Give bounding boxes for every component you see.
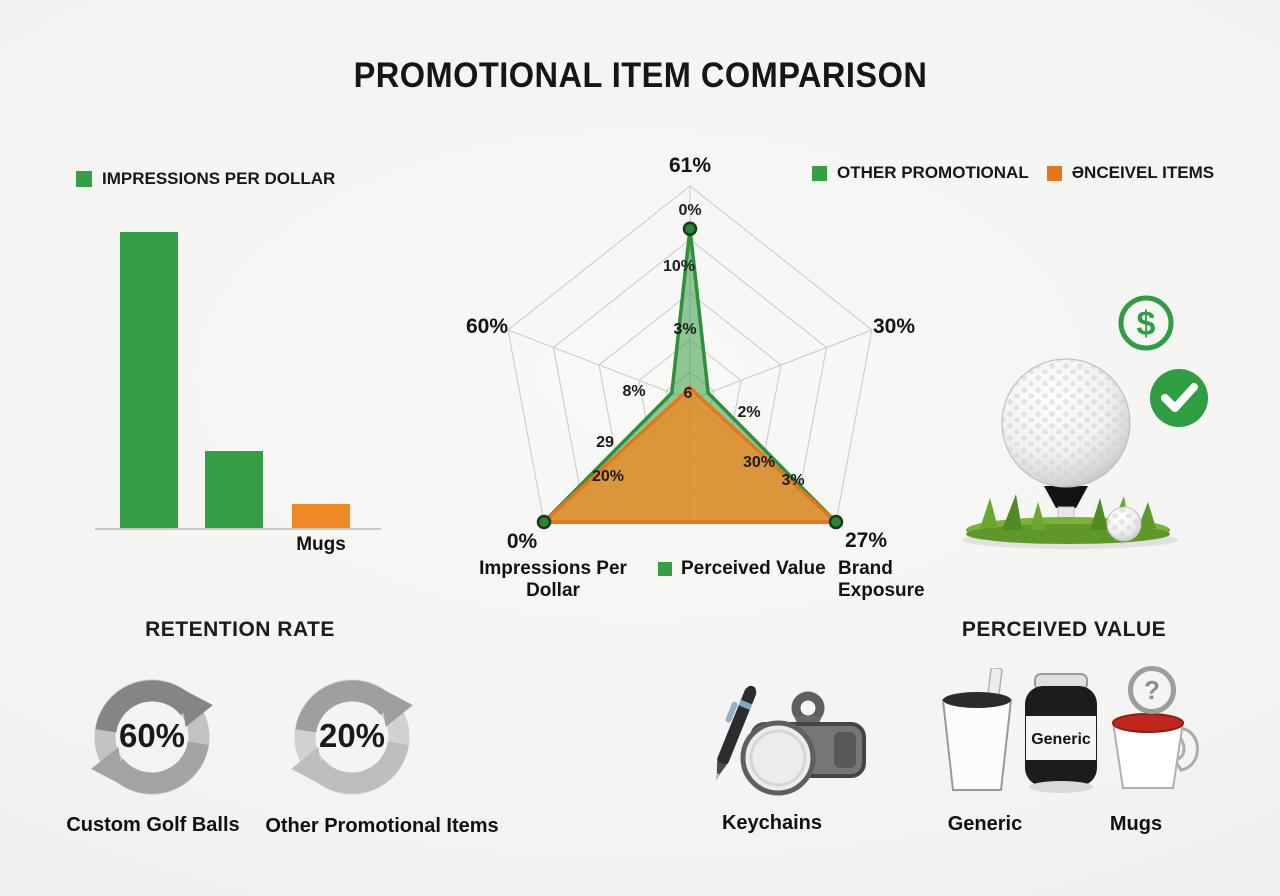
golf-ball	[1001, 358, 1131, 488]
bar-Mugs	[292, 504, 350, 528]
golf-ball-illustration: $	[962, 295, 1208, 549]
radar-ring-label: 8%	[622, 383, 646, 400]
radar-legend: OTHER PROMOTIONAL ƏNCEIVEL ITEMS	[812, 163, 1214, 183]
bar-chart-baseline	[95, 528, 381, 530]
small-golf-ball	[1106, 506, 1142, 542]
tumbler-icon	[941, 668, 1013, 791]
jar-label-text: Generic	[1031, 731, 1091, 748]
cycle-arrows-icon-svg	[291, 679, 413, 795]
radar-ring-label: 3%	[781, 472, 805, 489]
generic-items-illustration: Generic	[941, 668, 1199, 793]
mug-icon	[1111, 713, 1199, 789]
dollar-circle-icon: $	[1118, 295, 1174, 351]
radar-vertex-label: 0%	[506, 530, 538, 553]
cycle-arrows-icon: 60%	[82, 667, 222, 807]
perceived-heading: PERCEIVED VALUE	[961, 618, 1167, 641]
retention-value: 20%	[318, 717, 386, 754]
cycle-arrows-icon: 20%	[282, 667, 422, 807]
dollar-symbol: $	[1137, 305, 1156, 343]
generic-jar-icon: Generic	[1025, 673, 1097, 793]
pen-icon	[715, 685, 757, 782]
radar-ring-label: 30%	[742, 454, 776, 471]
check-circle-icon	[1150, 369, 1208, 427]
radar-chart-plot	[507, 185, 873, 530]
green-swatch-icon	[812, 165, 827, 181]
radar-chart: Impressions Per Dollar Perceived Value B…	[466, 150, 925, 610]
radar-ring-label: 29	[596, 434, 614, 451]
radar-axis-label-perceived-text: Perceived Value	[681, 558, 826, 579]
question-mark-text: ?	[1144, 674, 1160, 705]
green-swatch-icon	[658, 562, 672, 576]
retention-heading: RETENTION RATE	[145, 618, 335, 641]
keychain-fob-icon	[740, 691, 866, 796]
bar-series-1	[120, 232, 178, 528]
radar-vertex-label: 27%	[844, 529, 888, 552]
radar-ring-label: 6	[683, 385, 693, 402]
radar-vertex-label: 60%	[465, 315, 509, 338]
retention-item-label: Other Promotional Items	[265, 815, 499, 837]
bar-series-2	[205, 451, 263, 528]
radar-ring-label: 20%	[591, 468, 625, 485]
page-title-text: PROMOTIONAL ITEM COMPARISON	[353, 56, 927, 95]
perceived-item-label: Mugs	[1109, 813, 1163, 835]
page-title: PROMOTIONAL ITEM COMPARISON	[0, 56, 1280, 96]
radar-legend-label-2: ƏNCEIVEL ITEMS	[1071, 163, 1215, 182]
bar-category-label: Mugs	[296, 534, 346, 555]
radar-legend-label-1: OTHER PROMOTIONAL	[837, 163, 1029, 182]
radar-vertex-label: 30%	[872, 315, 916, 338]
radar-point-marker	[828, 514, 844, 530]
radar-axis-label-impressions: Impressions Per Dollar	[479, 558, 627, 601]
radar-axis-label-brand: Brand Exposure	[838, 558, 925, 601]
radar-ring-label: 2%	[737, 404, 761, 421]
radar-vertex-label: 61%	[668, 154, 712, 177]
radar-ring-label: 0%	[678, 202, 702, 219]
radar-spoke	[689, 329, 873, 401]
cycle-arrows-icon-svg	[91, 679, 213, 795]
green-swatch-icon	[76, 171, 92, 187]
radar-point-marker	[536, 514, 552, 530]
radar-ring-label: 3%	[673, 321, 697, 338]
radar-spoke	[507, 329, 691, 401]
radar-series-2	[542, 385, 838, 524]
perceived-item-label: Generic	[947, 813, 1023, 835]
keychain-illustration	[715, 685, 866, 796]
radar-point-marker	[682, 221, 698, 237]
bar-chart-legend-label: IMPRESSIONS PER DOLLAR	[102, 169, 336, 188]
orange-swatch-icon	[1046, 165, 1062, 181]
retention-value: 60%	[118, 717, 186, 754]
radar-axis-label-perceived: Perceived Value	[658, 558, 826, 580]
perceived-item-label: Keychains	[721, 812, 823, 834]
question-circle-icon: ?	[1128, 666, 1176, 714]
radar-ring-label: 10%	[662, 258, 696, 275]
bar-chart-legend: IMPRESSIONS PER DOLLAR	[76, 169, 335, 189]
retention-item-label: Custom Golf Balls	[66, 814, 240, 836]
bar-chart: Mugs	[95, 232, 381, 555]
